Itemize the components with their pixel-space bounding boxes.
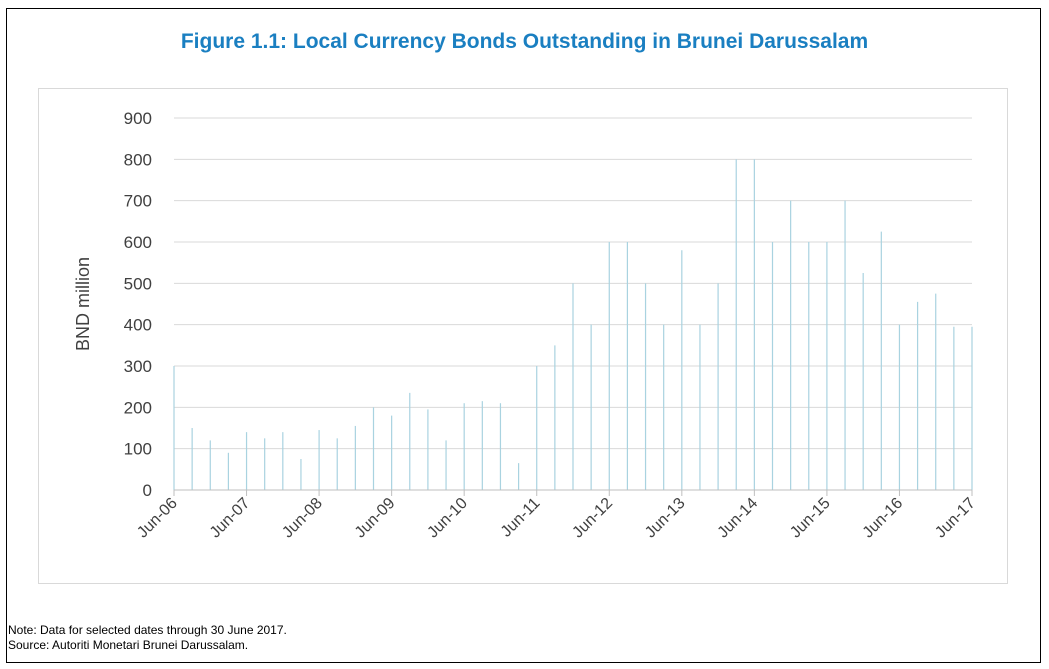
y-tick-label: 300 — [124, 357, 152, 376]
y-tick-label: 600 — [124, 233, 152, 252]
chart-source: Source: Autoriti Monetari Brunei Darussa… — [8, 638, 249, 652]
x-tick-label: Jun-10 — [424, 495, 471, 542]
y-tick-label: 800 — [124, 150, 152, 169]
x-tick-label: Jun-11 — [498, 495, 544, 541]
chart-note: Note: Data for selected dates through 30… — [8, 623, 287, 637]
y-tick-label: 400 — [124, 316, 152, 335]
y-tick-label: 500 — [124, 274, 152, 293]
x-tick-label: Jun-17 — [932, 495, 979, 542]
x-tick-label: Jun-07 — [207, 495, 254, 542]
chart-area: 0 100 200 300 400 500 600 700 800 900 Jun-06 Jun-07… — [38, 88, 1008, 584]
y-tick-label: 900 — [124, 109, 152, 128]
y-axis-label: BND million — [73, 257, 93, 351]
x-tick-label: Jun-13 — [642, 495, 689, 542]
x-tick-label: Jun-06 — [134, 495, 181, 542]
figure-frame — [6, 8, 1041, 663]
x-tick-label: Jun-09 — [352, 495, 399, 542]
x-tick-label: Jun-16 — [860, 495, 907, 542]
bar-chart: 0 100 200 300 400 500 600 700 800 900 Jun-06 Jun-07… — [73, 109, 979, 542]
x-tick-label: Jun-14 — [715, 495, 762, 542]
x-tick-label: Jun-12 — [569, 495, 616, 542]
x-tick-label: Jun-15 — [787, 495, 834, 542]
y-tick-label: 0 — [143, 481, 152, 500]
y-tick-label: 700 — [124, 192, 152, 211]
y-tick-label: 200 — [124, 398, 152, 417]
y-tick-label: 100 — [124, 440, 152, 459]
x-tick-label: Jun-08 — [279, 495, 326, 542]
chart-title: Figure 1.1: Local Currency Bonds Outstan… — [180, 30, 869, 53]
